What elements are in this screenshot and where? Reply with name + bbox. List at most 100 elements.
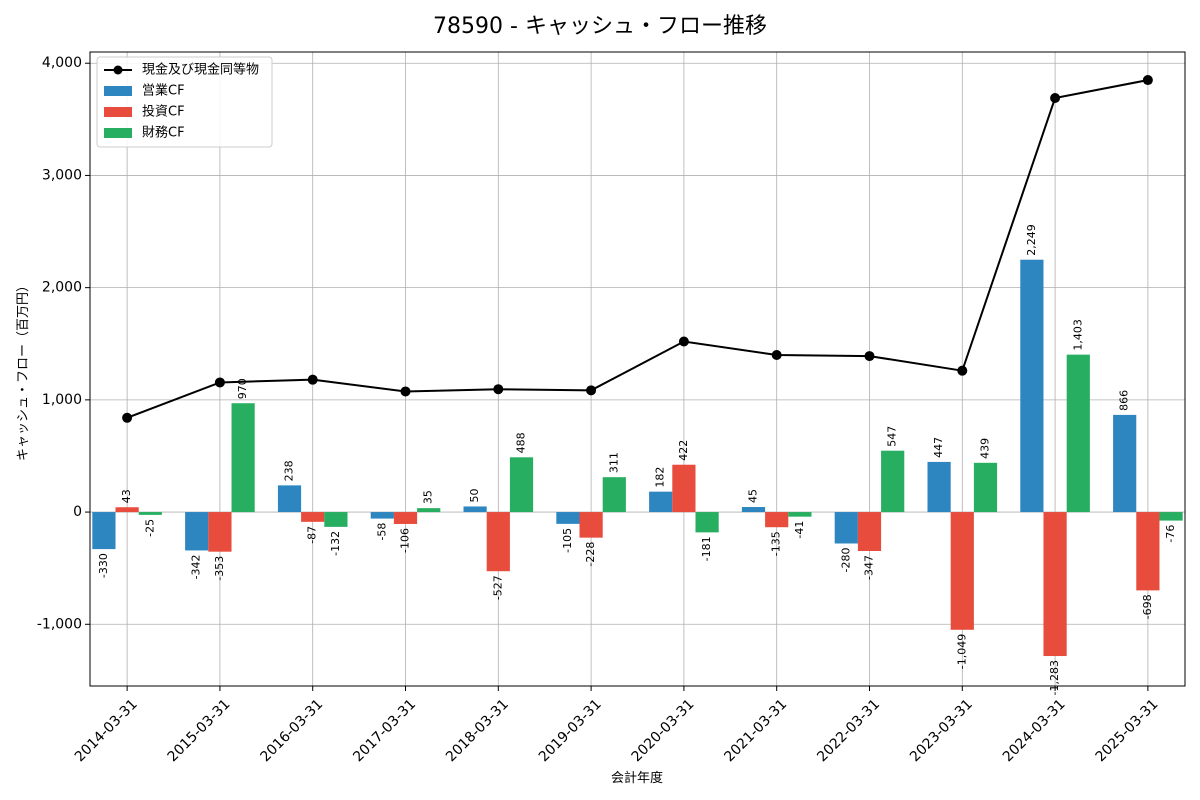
bar-data-label: -132 (329, 531, 342, 556)
bar-営業CF (370, 512, 394, 519)
bar-投資CF (115, 507, 139, 513)
bar-data-label: -105 (561, 528, 574, 553)
line-layer (122, 75, 1153, 423)
bar-data-label: -280 (839, 547, 852, 572)
bar-財務CF (138, 512, 162, 515)
legend-bar-swatch (104, 107, 132, 117)
line-point (307, 374, 318, 385)
bar-data-label: 50 (468, 488, 481, 502)
line-point (122, 412, 133, 423)
legend-bar-swatch (104, 86, 132, 96)
x-tick-label: 2021-03-31 (721, 696, 790, 765)
bar-data-label: 182 (654, 467, 667, 488)
line-point (214, 377, 225, 388)
bar-投資CF (486, 512, 510, 572)
bar-投資CF (393, 512, 418, 524)
bar-data-label: 439 (978, 438, 991, 459)
x-tick-label: 2016-03-31 (257, 696, 326, 765)
bar-data-label: -106 (399, 528, 412, 553)
line-point (771, 349, 782, 360)
bar-投資CF (1043, 512, 1067, 657)
bar-営業CF (92, 512, 116, 550)
bar-data-label: 311 (607, 452, 620, 473)
y-tick-label: 4,000 (42, 55, 82, 71)
y-axis-label: キャッシュ・フロー（百万円） (16, 279, 31, 461)
line-point (1050, 93, 1061, 104)
bar-営業CF (1020, 259, 1044, 513)
bar-data-label: -181 (700, 536, 713, 561)
x-tick-label: 2022-03-31 (814, 696, 883, 765)
bars-layer (92, 259, 1183, 657)
x-tick-label: 2024-03-31 (1000, 696, 1069, 765)
axes-layer: -1,000 0 1,000 2,000 3,000 4,000 2014-03-31 201… (37, 51, 1186, 765)
y-tick-label: 3,000 (42, 167, 82, 183)
legend-label: 営業CF (142, 83, 185, 99)
bar-投資CF (950, 512, 974, 630)
bar-data-label: 43 (120, 489, 133, 503)
x-axis-label: 会計年度 (611, 770, 663, 786)
bar-財務CF (973, 462, 998, 513)
y-tick-label: 0 (73, 504, 82, 520)
bar-投資CF (301, 512, 325, 522)
bar-data-label: 488 (515, 432, 528, 453)
bar-営業CF (927, 461, 951, 513)
line-point (678, 336, 689, 347)
bar-財務CF (417, 508, 441, 513)
x-tick-label: 2020-03-31 (629, 696, 698, 765)
bar-営業CF (1113, 414, 1137, 513)
bar-財務CF (1066, 354, 1090, 513)
bar-data-label: -25 (143, 519, 156, 537)
bar-data-label: 970 (236, 378, 249, 399)
plot-frame (89, 51, 1186, 687)
bar-data-label: -41 (793, 521, 806, 539)
bar-営業CF (834, 512, 858, 544)
bar-営業CF (277, 485, 302, 513)
y-tick-label: -1,000 (37, 616, 82, 632)
bar-営業CF (463, 506, 487, 513)
legend-bar-swatch (104, 128, 132, 138)
bar-data-label: -228 (584, 542, 597, 567)
bar-投資CF (208, 512, 232, 552)
bar-財務CF (695, 512, 719, 533)
x-tick-label: 2025-03-31 (1093, 696, 1162, 765)
chart-title: 78590 - キャッシュ・フロー推移 (433, 14, 767, 39)
line-point (864, 351, 875, 362)
bar-投資CF (765, 512, 789, 528)
bar-data-label: -1,283 (1048, 660, 1061, 695)
legend-line-marker (113, 65, 123, 75)
bar-財務CF (509, 457, 534, 513)
bar-財務CF (231, 403, 255, 513)
bar-投資CF (672, 464, 696, 513)
x-tick-label: 2015-03-31 (165, 696, 234, 765)
bar-投資CF (1136, 512, 1160, 591)
bar-data-label: -342 (190, 554, 203, 579)
x-tick-label: 2023-03-31 (907, 696, 976, 765)
legend-label: 財務CF (142, 126, 185, 141)
bar-data-label: 547 (886, 426, 899, 447)
bar-data-label: -58 (375, 523, 388, 541)
legend-label: 投資CF (142, 104, 185, 120)
bar-営業CF (185, 512, 209, 551)
bar-data-label: -347 (862, 555, 875, 580)
bar-data-label: 35 (422, 490, 435, 504)
line-point (400, 386, 411, 397)
bar-財務CF (1159, 512, 1183, 521)
bar-data-label: 422 (677, 440, 690, 461)
bar-財務CF (788, 512, 812, 517)
bar-data-label: -1,049 (955, 634, 968, 669)
line-point (493, 384, 504, 395)
bar-data-label: -353 (213, 556, 226, 581)
legend-label: 現金及び現金同等物 (142, 62, 259, 78)
x-tick-label: 2014-03-31 (72, 696, 141, 765)
line-point (586, 385, 597, 396)
y-tick-label: 2,000 (42, 280, 82, 296)
x-tick-label: 2018-03-31 (443, 696, 512, 765)
bar-data-label: 447 (932, 437, 945, 458)
bar-data-label: -527 (491, 575, 504, 600)
bar-営業CF (741, 507, 766, 513)
bar-営業CF (649, 491, 673, 513)
bar-data-label: -76 (1164, 525, 1177, 543)
